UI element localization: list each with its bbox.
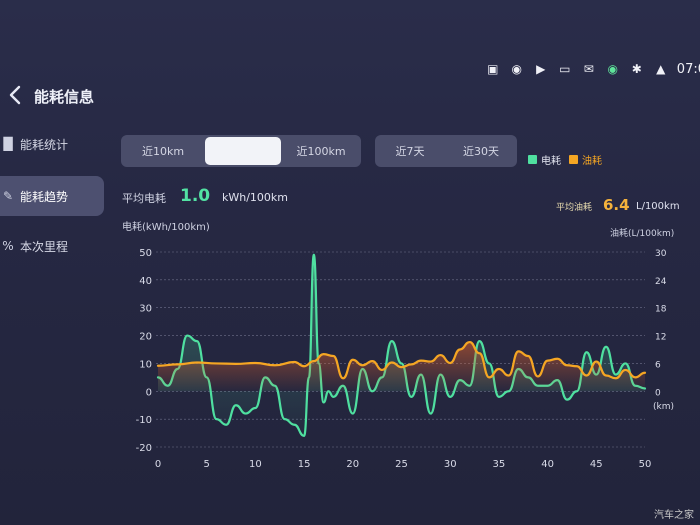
y-axis-left-label: 电耗(kWh/100km) — [122, 222, 210, 233]
rect-icon: ▭ — [559, 62, 571, 76]
x-tick: 35 — [493, 459, 506, 470]
mail-icon: ✉ — [583, 62, 594, 76]
shopping-bag-icon: ▣ — [487, 62, 499, 76]
fuel-series-line — [156, 340, 647, 380]
sidebar-item-label: 能耗趋势 — [20, 189, 69, 204]
legend-swatch — [528, 155, 537, 164]
status-bar: ▣ ◉ ▶ ▭ ✉ ◉ ✱ ▲ 07:0 — [485, 58, 700, 80]
y-tick-right: 18 — [655, 305, 667, 315]
y-tick-left: 10 — [139, 359, 152, 370]
tab-selected-range[interactable] — [205, 137, 281, 165]
legend-item-fuel: 油耗 — [569, 152, 602, 167]
y-axis-right-label: 油耗(L/100km) — [610, 229, 675, 239]
avg-fuel-unit: L/100km — [636, 201, 680, 212]
distance-range-tabs: 近10km 近100km — [121, 135, 361, 167]
sidebar: █ 能耗统计 ✎ 能耗趋势 % 本次里程 — [0, 120, 112, 525]
avg-fuel-label: 平均油耗 — [556, 203, 593, 213]
x-tick: 40 — [541, 459, 554, 470]
avg-fuel-value: 6.4 — [603, 196, 630, 214]
back-arrow-icon[interactable] — [8, 84, 28, 106]
x-tick: 50 — [639, 459, 652, 470]
trend-icon: ✎ — [2, 189, 14, 203]
tab-near-100km[interactable]: 近100km — [296, 145, 346, 158]
avg-electric-value: 1.0 — [180, 186, 211, 206]
y-tick-right: 30 — [655, 249, 667, 259]
avg-electric-label: 平均电耗 — [122, 192, 166, 205]
wifi-icon: ▲ — [656, 62, 666, 76]
tab-near-10km[interactable]: 近10km — [141, 145, 185, 158]
y-tick-left: 20 — [139, 332, 152, 343]
badge-icon: ◉ — [607, 62, 619, 76]
x-tick: 20 — [346, 459, 359, 470]
sidebar-item-trend[interactable]: ✎ 能耗趋势 — [0, 176, 104, 216]
x-tick: 30 — [444, 459, 457, 470]
day-range-tabs: 近7天 近30天 — [375, 135, 517, 167]
tab-near-7days[interactable]: 近7天 — [395, 145, 425, 158]
watermark: 汽车之家 — [654, 510, 694, 521]
legend-swatch — [569, 155, 578, 164]
avg-electric-unit: kWh/100km — [222, 191, 289, 204]
camera-icon: ◉ — [511, 62, 523, 76]
y-tick-left: -10 — [136, 415, 152, 426]
x-axis-unit: (km) — [653, 402, 674, 412]
y-tick-right: 0 — [655, 388, 661, 398]
video-icon: ▶ — [536, 62, 546, 76]
legend-label: 电耗 — [541, 156, 561, 167]
bluetooth-icon: ✱ — [631, 62, 642, 76]
tab-near-30days[interactable]: 近30天 — [463, 145, 499, 158]
bar-chart-icon: █ — [3, 137, 13, 151]
y-tick-left: -20 — [136, 443, 152, 454]
sidebar-item-stats[interactable]: █ 能耗统计 — [0, 124, 104, 164]
sidebar-item-label: 本次里程 — [20, 239, 69, 254]
x-tick: 45 — [590, 459, 603, 470]
sidebar-item-trip[interactable]: % 本次里程 — [0, 226, 104, 266]
chart-legend: 电耗 油耗 — [528, 152, 602, 167]
percent-icon: % — [2, 239, 14, 253]
y-tick-right: 6 — [655, 360, 661, 370]
y-tick-right: 24 — [655, 277, 667, 287]
legend-label: 油耗 — [582, 156, 602, 167]
x-tick: 25 — [395, 459, 408, 470]
y-tick-left: 50 — [139, 248, 152, 259]
y-tick-left: 40 — [139, 276, 152, 287]
x-tick: 5 — [204, 459, 210, 470]
y-tick-right: 12 — [655, 333, 666, 343]
legend-item-electric: 电耗 — [528, 152, 561, 167]
clock-time: 07:0 — [676, 61, 700, 77]
y-tick-left: 0 — [146, 387, 152, 398]
x-tick: 15 — [298, 459, 311, 470]
sidebar-item-label: 能耗统计 — [20, 137, 69, 152]
page-title: 能耗信息 — [34, 88, 95, 106]
electric-area-fill — [158, 254, 645, 436]
y-tick-left: 30 — [139, 304, 152, 315]
x-tick: 10 — [249, 459, 262, 470]
x-tick: 0 — [155, 459, 161, 470]
